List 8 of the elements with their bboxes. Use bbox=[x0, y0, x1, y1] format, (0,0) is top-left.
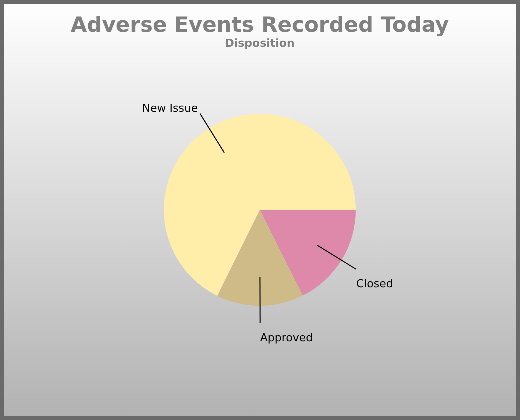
pie-slice bbox=[260, 210, 356, 296]
pie-slice bbox=[217, 210, 304, 306]
chart-subtitle: Disposition bbox=[225, 37, 295, 50]
pie-slice bbox=[164, 114, 356, 296]
slice-label: Approved bbox=[260, 331, 314, 344]
slice-label: New Issue bbox=[142, 102, 198, 115]
chart-title: Adverse Events Recorded Today bbox=[70, 13, 450, 37]
slice-label: Closed bbox=[356, 277, 394, 290]
